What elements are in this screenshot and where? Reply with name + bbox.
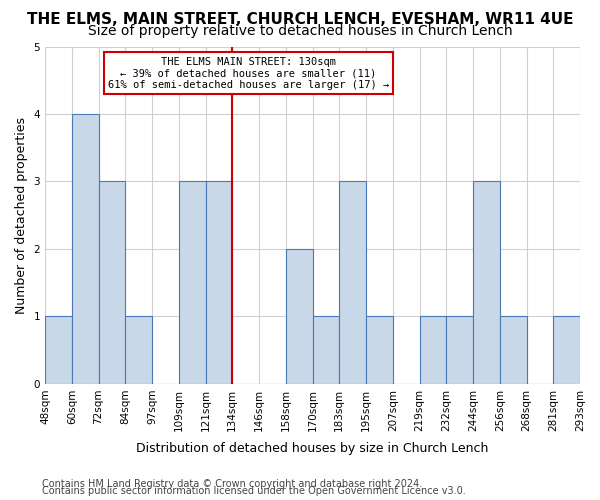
Bar <box>286 249 313 384</box>
Bar <box>45 316 72 384</box>
Text: THE ELMS MAIN STREET: 130sqm
← 39% of detached houses are smaller (11)
61% of se: THE ELMS MAIN STREET: 130sqm ← 39% of de… <box>108 56 389 90</box>
Text: Contains HM Land Registry data © Crown copyright and database right 2024.: Contains HM Land Registry data © Crown c… <box>42 479 422 489</box>
Text: Contains public sector information licensed under the Open Government Licence v3: Contains public sector information licen… <box>42 486 466 496</box>
Bar <box>419 316 446 384</box>
Bar <box>473 182 500 384</box>
Text: Size of property relative to detached houses in Church Lench: Size of property relative to detached ho… <box>88 24 512 38</box>
X-axis label: Distribution of detached houses by size in Church Lench: Distribution of detached houses by size … <box>136 442 489 455</box>
Bar <box>446 316 473 384</box>
Bar <box>313 316 339 384</box>
Bar <box>500 316 527 384</box>
Text: THE ELMS, MAIN STREET, CHURCH LENCH, EVESHAM, WR11 4UE: THE ELMS, MAIN STREET, CHURCH LENCH, EVE… <box>27 12 573 28</box>
Bar <box>206 182 232 384</box>
Bar <box>553 316 580 384</box>
Y-axis label: Number of detached properties: Number of detached properties <box>15 116 28 314</box>
Bar <box>366 316 393 384</box>
Bar <box>98 182 125 384</box>
Bar <box>125 316 152 384</box>
Bar <box>72 114 98 384</box>
Bar <box>179 182 206 384</box>
Bar <box>339 182 366 384</box>
